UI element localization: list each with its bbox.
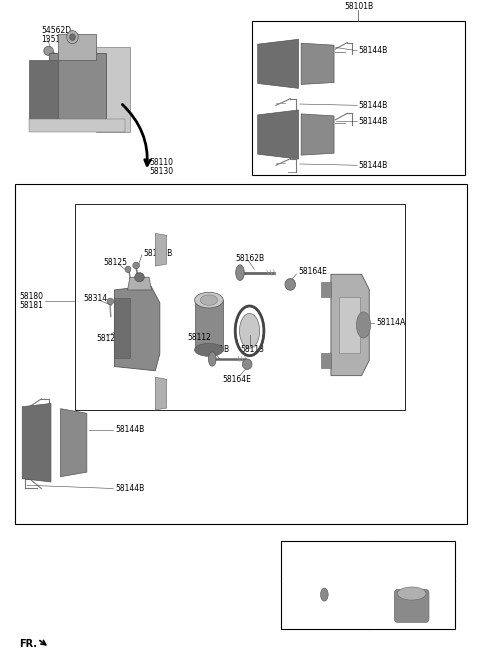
Text: 58161B: 58161B — [201, 344, 230, 354]
Text: 58162B: 58162B — [235, 255, 264, 264]
Polygon shape — [322, 354, 331, 367]
Ellipse shape — [208, 352, 216, 366]
Bar — [75, 204, 405, 410]
Bar — [338, 297, 360, 354]
Ellipse shape — [236, 265, 244, 281]
Text: 58164E: 58164E — [298, 268, 327, 276]
Text: 58120: 58120 — [96, 334, 120, 343]
Ellipse shape — [397, 587, 426, 600]
Text: 58163B: 58163B — [144, 249, 173, 258]
Text: 58130: 58130 — [149, 167, 173, 176]
Ellipse shape — [321, 588, 328, 601]
Polygon shape — [60, 409, 87, 477]
Polygon shape — [96, 47, 130, 132]
Text: 58144B: 58144B — [358, 101, 387, 110]
Ellipse shape — [135, 273, 144, 282]
Polygon shape — [301, 114, 334, 155]
Polygon shape — [156, 377, 167, 410]
Text: 58144B: 58144B — [116, 425, 145, 434]
Text: 58110: 58110 — [149, 158, 173, 167]
Text: 58180: 58180 — [20, 293, 44, 301]
Ellipse shape — [70, 34, 75, 41]
Polygon shape — [48, 54, 106, 125]
Ellipse shape — [67, 31, 78, 44]
Text: 58113: 58113 — [240, 345, 264, 354]
Polygon shape — [128, 277, 152, 290]
Polygon shape — [258, 39, 299, 89]
Ellipse shape — [242, 359, 252, 369]
Ellipse shape — [356, 312, 371, 338]
Polygon shape — [29, 119, 125, 132]
FancyArrowPatch shape — [40, 640, 46, 645]
Ellipse shape — [285, 279, 296, 291]
Polygon shape — [331, 274, 369, 376]
Polygon shape — [29, 60, 58, 119]
Text: 58181: 58181 — [20, 301, 44, 310]
Ellipse shape — [133, 262, 140, 269]
FancyBboxPatch shape — [102, 77, 124, 114]
Polygon shape — [22, 403, 51, 482]
Polygon shape — [258, 110, 299, 159]
Ellipse shape — [194, 343, 223, 356]
Ellipse shape — [200, 295, 217, 305]
Text: 58144B: 58144B — [358, 46, 387, 55]
Text: 58144B: 58144B — [358, 117, 387, 126]
Ellipse shape — [62, 56, 70, 63]
Text: 53700: 53700 — [399, 556, 424, 565]
Text: 58164E: 58164E — [222, 375, 251, 384]
FancyBboxPatch shape — [102, 52, 124, 81]
Text: 58144B: 58144B — [116, 484, 145, 493]
Polygon shape — [301, 43, 334, 85]
Text: 54562D: 54562D — [41, 26, 72, 35]
FancyBboxPatch shape — [395, 590, 429, 623]
Ellipse shape — [107, 298, 114, 304]
Polygon shape — [58, 34, 96, 60]
Polygon shape — [322, 282, 331, 297]
Text: 58112: 58112 — [187, 333, 211, 342]
Polygon shape — [156, 234, 167, 266]
Text: 58114A: 58114A — [376, 319, 405, 327]
Bar — [281, 541, 456, 629]
Polygon shape — [114, 286, 160, 371]
Bar — [15, 184, 468, 525]
Text: 58314: 58314 — [83, 295, 107, 303]
Bar — [194, 300, 223, 350]
Bar — [252, 21, 465, 174]
Text: 58101B: 58101B — [344, 2, 373, 11]
Text: 1351JD: 1351JD — [41, 35, 69, 43]
Text: 58125: 58125 — [104, 258, 128, 267]
Ellipse shape — [44, 47, 53, 56]
Text: 1140FS: 1140FS — [310, 556, 338, 565]
Text: 58144B: 58144B — [358, 161, 387, 170]
Ellipse shape — [194, 293, 223, 308]
Ellipse shape — [125, 266, 131, 273]
Text: FR.: FR. — [19, 638, 37, 649]
Ellipse shape — [240, 314, 260, 348]
Polygon shape — [114, 298, 130, 358]
